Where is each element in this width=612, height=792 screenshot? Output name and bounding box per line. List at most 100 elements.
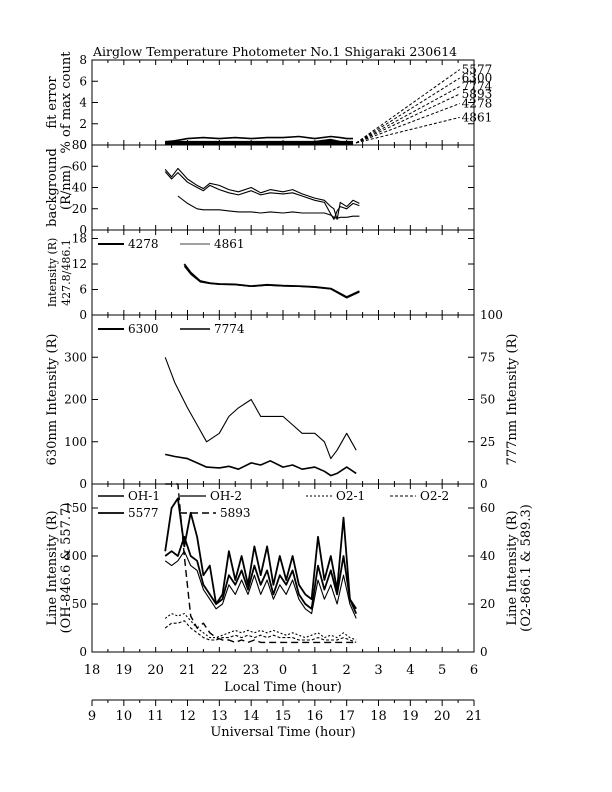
universal-time-tick-label: 20 xyxy=(434,709,451,724)
y-right-tick-label: 20 xyxy=(480,597,495,611)
y-tick-label: 0 xyxy=(79,645,87,659)
universal-time-tick-label: 13 xyxy=(211,709,228,724)
y-tick-label: 0 xyxy=(79,477,87,491)
local-time-tick-label: 1 xyxy=(311,663,319,678)
legend-label: 7774 xyxy=(462,80,493,94)
local-time-tick-label: 23 xyxy=(243,663,260,678)
series-line-4861 xyxy=(183,265,360,299)
y-axis-label-2: % of max count xyxy=(59,51,74,154)
fit-error-legend-line xyxy=(355,86,460,144)
universal-time-tick-label: 18 xyxy=(370,709,387,724)
y-tick-label: 100 xyxy=(64,435,87,449)
universal-time-axis-label: Universal Time (hour) xyxy=(210,725,355,740)
y-tick-label: 20 xyxy=(72,202,87,216)
series-line-bg-3 xyxy=(177,195,360,219)
panel-3: 0 6 12 18 Intensity (R) 427.8/486.1 4278 4861 xyxy=(46,229,475,322)
y-right-tick-label: 60 xyxy=(480,501,495,515)
local-time-tick-label: 22 xyxy=(211,663,228,678)
y-tick-label: 0 xyxy=(79,308,87,322)
local-time-tick-label: 0 xyxy=(279,663,287,678)
y-right-tick-label: 0 xyxy=(480,477,488,491)
y-right-tick-label: 0 xyxy=(480,645,488,659)
universal-time-tick-label: 14 xyxy=(243,709,260,724)
fit-error-legend-line xyxy=(355,69,460,144)
series-line-5577 xyxy=(164,497,357,610)
legend-label: 4278 xyxy=(462,97,493,111)
series-line-bg-1 xyxy=(164,167,360,220)
fit-error-legend-line xyxy=(356,103,460,144)
y-axis-label: Line Intensity (R) xyxy=(45,510,60,625)
local-time-tick-label: 4 xyxy=(406,663,414,678)
y-axis-label: background xyxy=(45,148,60,227)
y-tick-label: 40 xyxy=(72,181,87,195)
legend-label: O2-2 xyxy=(420,489,449,503)
y-right-tick-label: 75 xyxy=(480,350,495,364)
universal-time-tick-label: 10 xyxy=(116,709,133,724)
fit-error-dense-band xyxy=(165,141,354,145)
local-time-tick-label: 19 xyxy=(116,663,133,678)
series-line-oh-2 xyxy=(164,550,357,619)
y-tick-label: 2 xyxy=(79,117,87,131)
legend-label: 4861 xyxy=(214,237,245,251)
legend-label: 5893 xyxy=(462,87,493,101)
fit-error-legend-line xyxy=(356,116,460,144)
y-tick-label: 6 xyxy=(79,74,87,88)
y-right-axis-label: Line Intensity (R) xyxy=(505,510,520,625)
y-tick-label: 4 xyxy=(79,96,87,110)
universal-time-tick-label: 9 xyxy=(88,709,96,724)
y-tick-label: 150 xyxy=(64,501,87,515)
y-axis-label-2: 427.8/486.1 xyxy=(60,239,73,306)
y-tick-label: 200 xyxy=(64,393,87,407)
local-time-tick-label: 6 xyxy=(470,663,478,678)
fit-error-legend-line xyxy=(356,93,460,144)
y-tick-label: 300 xyxy=(64,350,87,364)
legend-label: OH-2 xyxy=(210,489,242,503)
series-line-o2-1 xyxy=(164,613,357,641)
figure-title: Airglow Temperature Photometer No.1 Shig… xyxy=(92,44,457,59)
y-axis-label: Intensity (R) xyxy=(46,238,59,308)
y-tick-label: 0 xyxy=(79,223,87,237)
legend-label: 5893 xyxy=(220,506,251,520)
y-right-tick-label: 25 xyxy=(480,435,495,449)
fit-error-legend-line xyxy=(355,77,460,144)
local-time-tick-label: 20 xyxy=(147,663,164,678)
y-tick-label: 6 xyxy=(79,283,87,297)
y-tick-label: 50 xyxy=(72,597,87,611)
y-tick-label: 80 xyxy=(72,138,87,152)
universal-time-tick-label: 15 xyxy=(275,709,292,724)
y-tick-label: 60 xyxy=(72,159,87,173)
y-tick-label: 18 xyxy=(72,232,87,246)
y-axis-label: fit error xyxy=(45,76,60,129)
series-line-o2-2 xyxy=(164,620,357,643)
universal-time-tick-label: 21 xyxy=(466,709,483,724)
legend-label: 7774 xyxy=(214,322,245,336)
legend-label: 4278 xyxy=(128,237,159,251)
legend-label: 4861 xyxy=(462,110,493,124)
y-axis-label: 630nm Intensity (R) xyxy=(45,334,60,466)
panel-2: 0 20 40 60 80 background (R/nm) xyxy=(45,138,475,237)
local-time-tick-label: 2 xyxy=(343,663,351,678)
universal-time-tick-label: 12 xyxy=(179,709,196,724)
universal-time-tick-label: 11 xyxy=(147,709,164,724)
local-time-axis-label: Local Time (hour) xyxy=(224,680,342,695)
series-line-6300 xyxy=(165,135,353,143)
y-right-tick-label: 100 xyxy=(480,308,503,322)
y-tick-label: 0 xyxy=(79,138,87,152)
y-tick-label: 12 xyxy=(72,257,87,271)
y-tick-label: 100 xyxy=(64,549,87,563)
y-right-tick-label: 50 xyxy=(480,393,495,407)
local-time-tick-label: 3 xyxy=(374,663,382,678)
local-time-tick-label: 21 xyxy=(179,663,196,678)
legend-label: 5577 xyxy=(128,506,159,520)
series-line-7774 xyxy=(164,357,357,460)
y-right-tick-label: 40 xyxy=(480,549,495,563)
legend-label: 5577 xyxy=(462,63,493,77)
panel-frame xyxy=(91,144,475,231)
universal-time-tick-label: 19 xyxy=(402,709,419,724)
legend-label: OH-1 xyxy=(128,489,160,503)
series-line-4278 xyxy=(183,263,360,298)
y-axis-label-2: (R/nm) xyxy=(59,165,74,210)
panel-4: 0 100 200 300 0 25 50 75 100 630nm Intensity (R) 7… xyxy=(45,308,520,491)
